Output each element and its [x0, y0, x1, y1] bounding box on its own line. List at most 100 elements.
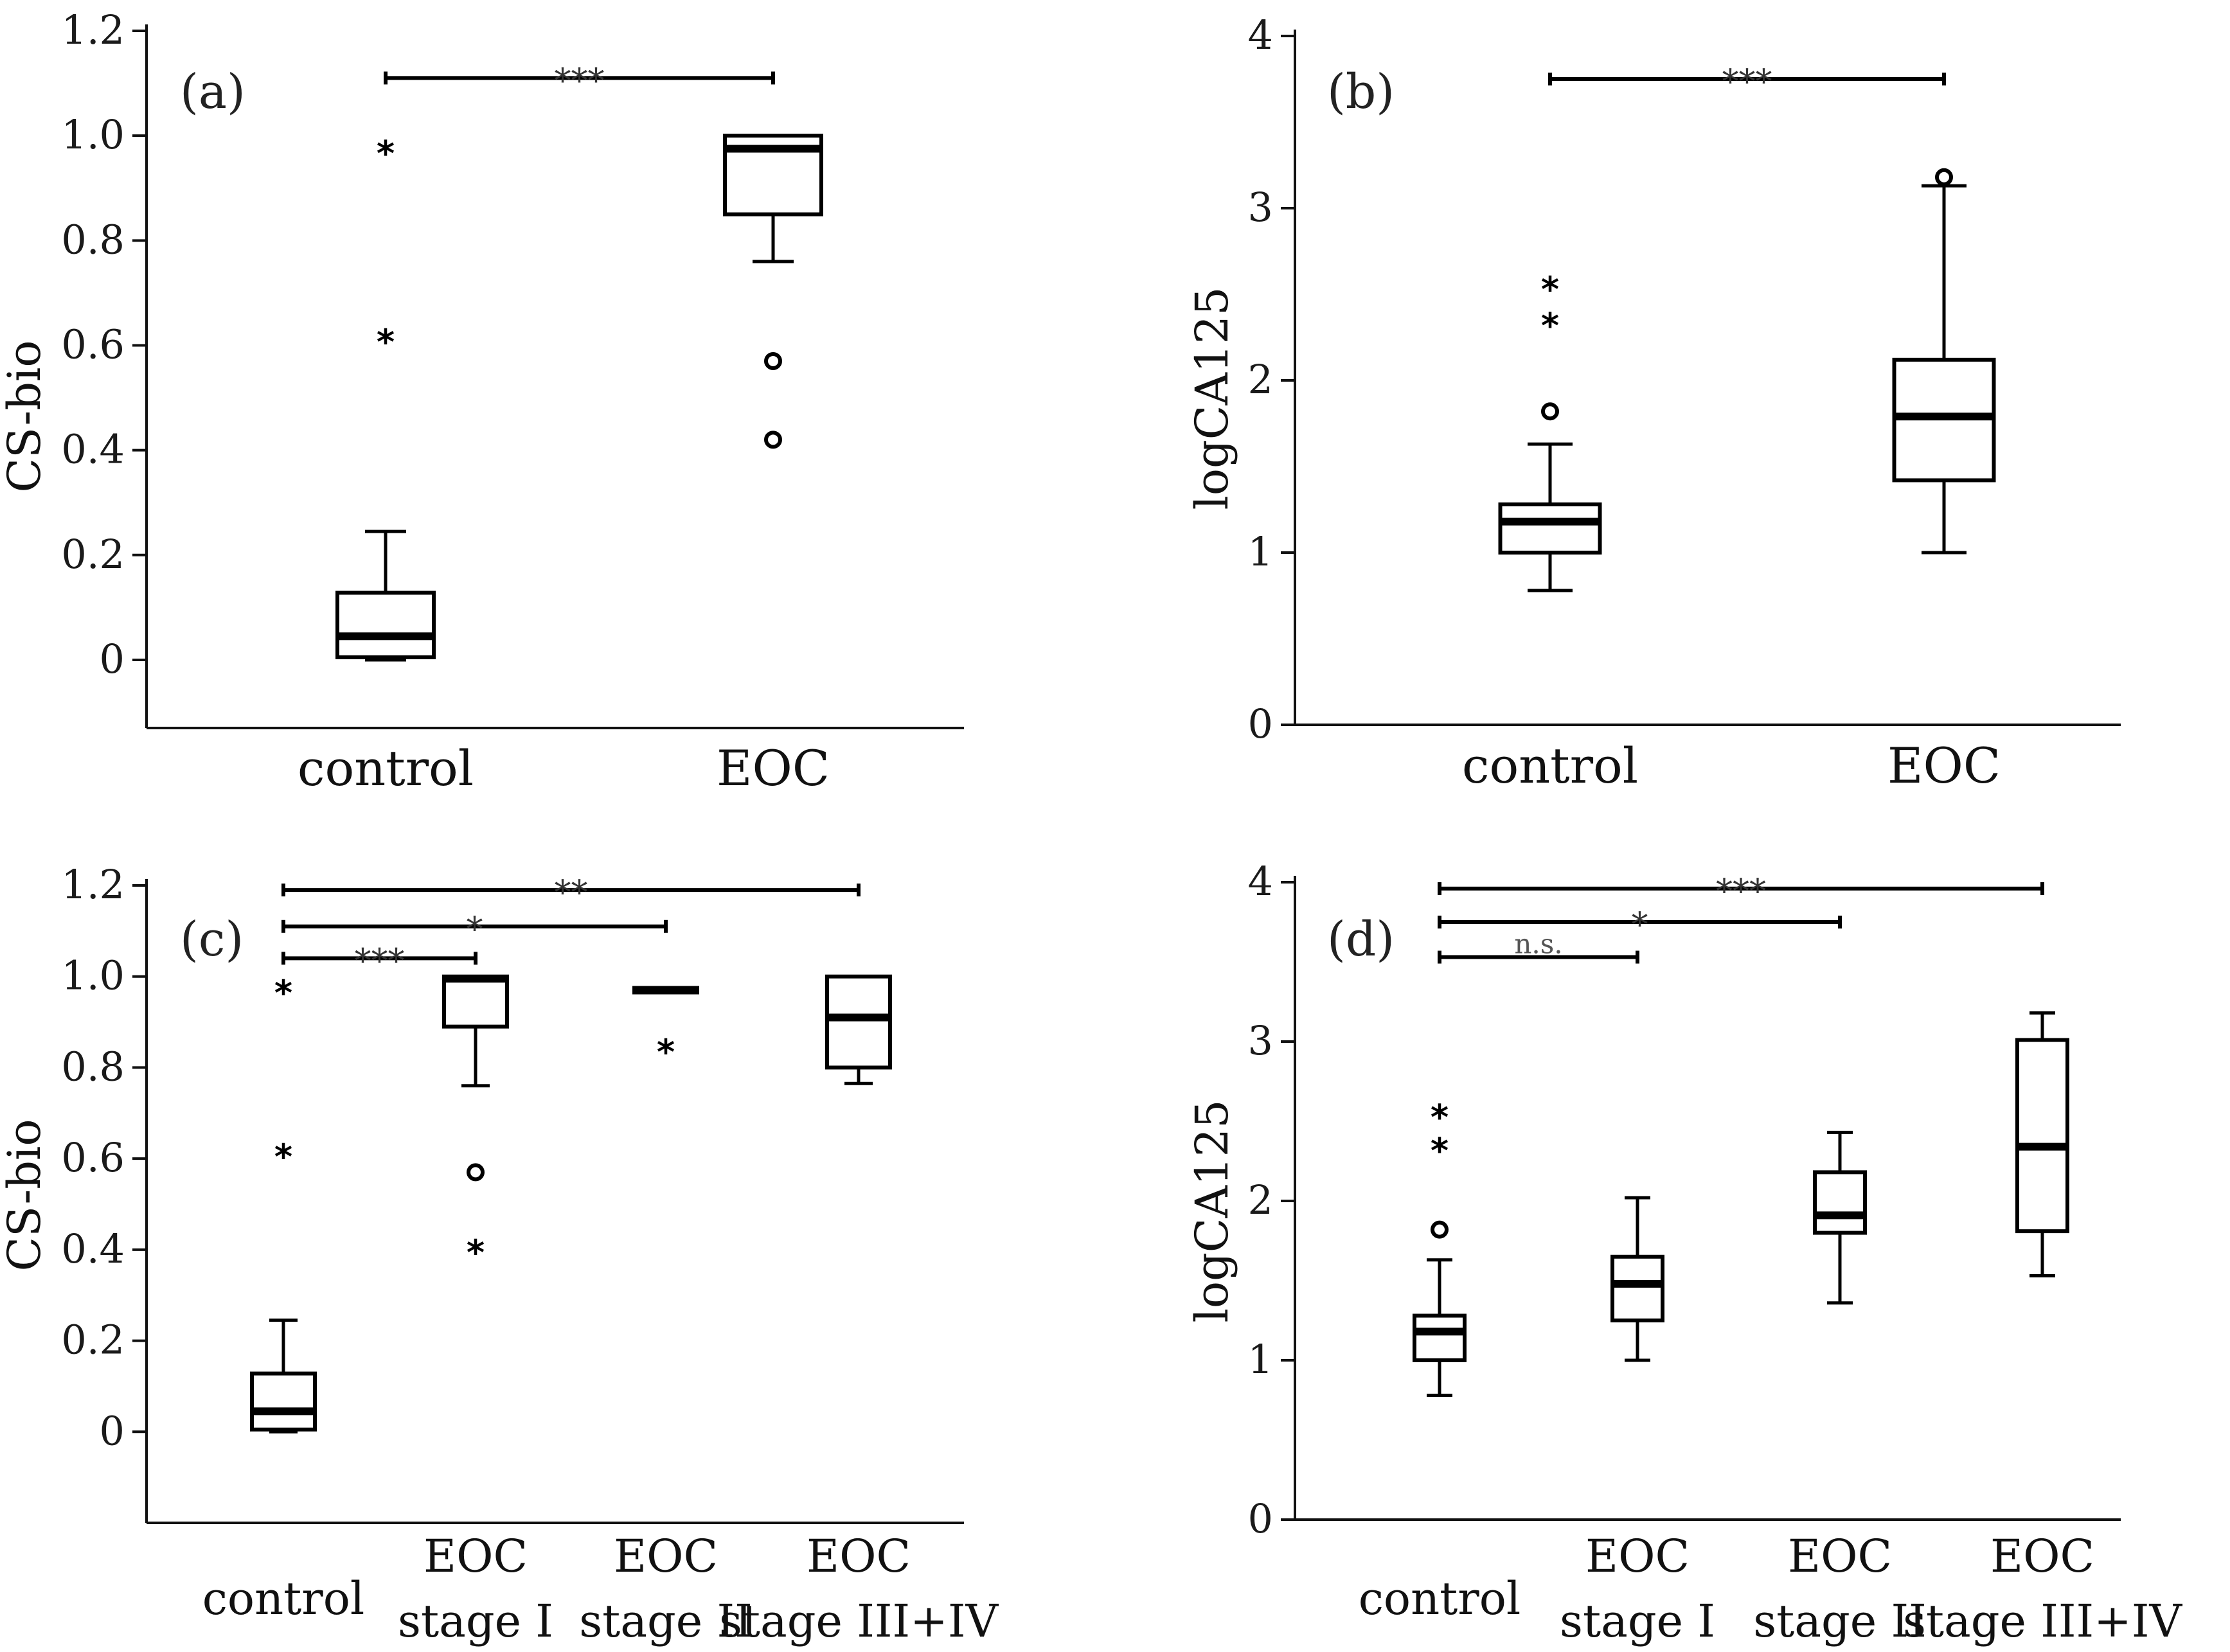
- outlier-star: *: [377, 133, 395, 173]
- x-category-label: stage I: [1560, 1595, 1715, 1648]
- y-tick-label: 2: [1248, 1177, 1273, 1223]
- x-category-label: EOC: [807, 1530, 911, 1583]
- box-1: [1892, 168, 1996, 555]
- x-category-label: EOC: [1788, 1530, 1892, 1583]
- outlier-circle: [764, 351, 782, 370]
- y-tick-label: 0: [1248, 1495, 1273, 1542]
- x-category-label: stage III+IV: [719, 1595, 999, 1648]
- y-axis-label: logCA125: [1186, 1099, 1238, 1322]
- box-0: **: [335, 133, 436, 662]
- box-2: [1813, 1130, 1867, 1305]
- outlier-circle: [1431, 1220, 1449, 1239]
- iqr-box: [335, 591, 436, 659]
- x-category-label: EOC: [1887, 737, 2001, 794]
- outlier-star: *: [1541, 269, 1559, 310]
- outlier-star: *: [1431, 1097, 1449, 1138]
- x-category-label: stage I: [398, 1595, 553, 1648]
- significance-bracket: ***: [384, 62, 775, 100]
- x-category-label: EOC: [1585, 1530, 1690, 1583]
- x-category-label: stage II: [579, 1595, 753, 1648]
- x-category-label: EOC: [717, 740, 830, 797]
- y-tick-label: 0.4: [61, 426, 125, 473]
- box-1: [723, 134, 823, 449]
- y-axis-label: logCA125: [1186, 287, 1238, 510]
- iqr-box: [250, 1371, 317, 1432]
- y-tick-label: 4: [1248, 858, 1273, 905]
- x-category-label: control: [1462, 737, 1638, 794]
- box-0: **: [1413, 1097, 1467, 1398]
- panel-label: (a): [180, 64, 245, 120]
- significance-label: n.s.: [1514, 928, 1562, 960]
- y-tick-label: 1: [1248, 528, 1273, 575]
- significance-bracket: n.s.: [1438, 928, 1639, 964]
- y-tick-label: 0.6: [61, 321, 125, 368]
- x-category-label: EOC: [1990, 1530, 2094, 1583]
- significance-label: ***: [1722, 63, 1772, 102]
- outlier-star: *: [467, 1232, 485, 1273]
- outlier-circle: [1935, 168, 1953, 186]
- outlier-circle: [764, 431, 782, 449]
- x-category-label: control: [202, 1572, 365, 1625]
- y-tick-label: 3: [1248, 184, 1273, 231]
- box-1: [1610, 1196, 1664, 1362]
- significance-label: ***: [355, 942, 405, 981]
- y-tick-label: 0: [100, 1407, 125, 1454]
- significance-bracket: *: [1438, 906, 1842, 945]
- y-tick-label: 0.8: [61, 216, 125, 263]
- x-category-label: control: [1359, 1572, 1521, 1625]
- panel-a: 00.20.40.60.81.01.2CS-bio(a)control EOC**…: [0, 6, 964, 797]
- y-tick-label: 1.0: [61, 952, 125, 999]
- y-tick-label: 0.6: [61, 1134, 125, 1181]
- box-0: **: [250, 973, 317, 1434]
- iqr-box: [442, 974, 509, 1029]
- outlier-star: *: [657, 1032, 675, 1072]
- significance-bracket: *: [281, 910, 668, 949]
- panel-label: (d): [1327, 912, 1395, 967]
- y-axis-label: CS-bio: [0, 1119, 51, 1271]
- y-tick-label: 1.0: [61, 111, 125, 158]
- outlier-circle: [467, 1163, 485, 1182]
- panel-label: (c): [180, 912, 244, 967]
- outlier-star: *: [274, 1137, 292, 1177]
- y-tick-label: 0: [1248, 700, 1273, 747]
- x-category-label: control: [298, 740, 474, 797]
- box-0: **: [1498, 269, 1602, 592]
- box-2: *: [632, 986, 699, 1072]
- significance-bracket: ***: [1438, 873, 2044, 911]
- significance-bracket: ***: [1548, 63, 1946, 102]
- iqr-box: [1413, 1313, 1467, 1363]
- y-tick-label: 0.2: [61, 531, 125, 578]
- y-tick-label: 0.8: [61, 1043, 125, 1090]
- x-category-label: stage II: [1753, 1595, 1927, 1648]
- significance-label: ***: [1716, 873, 1766, 911]
- outlier-circle: [1541, 402, 1559, 421]
- y-tick-label: 0.4: [61, 1225, 125, 1272]
- y-tick-label: 1.2: [61, 861, 125, 908]
- significance-bracket: ***: [281, 942, 477, 981]
- significance-label: **: [555, 874, 588, 912]
- significance-bracket: **: [281, 874, 861, 912]
- iqr-box: [825, 974, 892, 1070]
- y-tick-label: 0.2: [61, 1317, 125, 1363]
- iqr-box: [1813, 1170, 1867, 1235]
- y-axis-label: CS-bio: [0, 340, 51, 492]
- box-3: [825, 974, 892, 1085]
- significance-label: *: [1632, 906, 1648, 945]
- panel-c: 00.20.40.60.81.01.2CS-bio(c)controlEOCst…: [0, 861, 999, 1648]
- outlier-star: *: [1431, 1131, 1449, 1171]
- iqr-box: [1498, 502, 1602, 555]
- y-tick-label: 0: [100, 635, 125, 682]
- significance-label: *: [467, 910, 483, 949]
- outlier-star: *: [1541, 306, 1559, 346]
- iqr-box: [1610, 1254, 1664, 1323]
- y-tick-label: 4: [1248, 12, 1273, 58]
- x-category-label: EOC: [614, 1530, 718, 1583]
- outlier-star: *: [377, 322, 395, 362]
- x-category-label: stage III+IV: [1903, 1595, 2183, 1648]
- significance-label: ***: [555, 62, 605, 100]
- y-tick-label: 2: [1248, 356, 1273, 403]
- y-tick-label: 3: [1248, 1017, 1273, 1064]
